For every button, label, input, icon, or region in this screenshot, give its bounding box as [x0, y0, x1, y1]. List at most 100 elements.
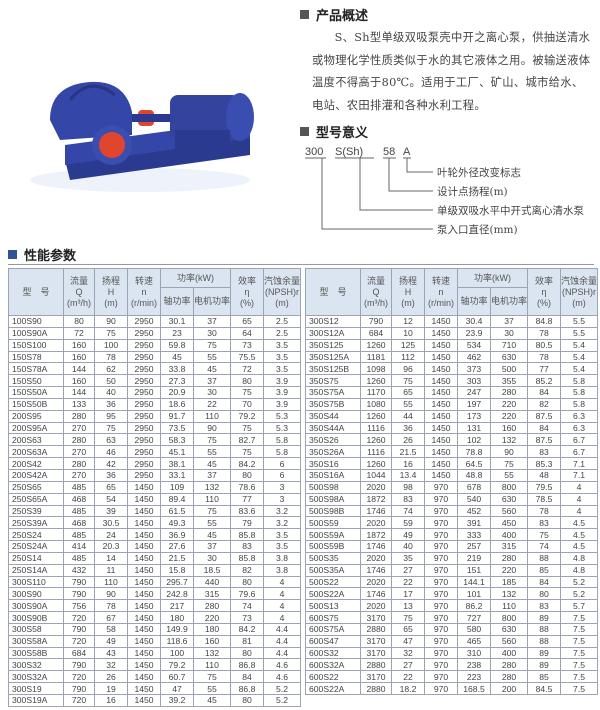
table-cell: 78 [527, 350, 562, 364]
table-cell: 77 [527, 362, 562, 376]
col-efficiency-text: 效率 [238, 275, 257, 286]
table-cell: 727 [457, 611, 491, 624]
col-power-text: 功率(kW) [474, 272, 511, 283]
table-cell: 61.5 [160, 504, 194, 518]
table-row: 200S42 280 42 2950 38.1 45 84.2 6 [8, 457, 302, 470]
table-cell: 30 [192, 551, 232, 565]
table-cell: 45 [192, 457, 232, 470]
col-flow-text: Q [372, 286, 380, 297]
table-row: 500S98B 1746 74 970 452 560 78 4 [305, 504, 599, 518]
table-row: 600S22 3170 22 970 223 280 85 7.5 [305, 670, 599, 684]
table-cell: 600S75A [305, 622, 361, 636]
table-cell: 22 [391, 670, 425, 684]
col-head-text: (m) [104, 297, 118, 308]
table-cell: 1450 [424, 433, 458, 447]
table-cell: 30 [192, 386, 232, 399]
table-cell: 970 [424, 611, 458, 624]
table-cell: 3170 [360, 611, 392, 624]
table-cell: 151 [457, 563, 491, 577]
table-row: 300S90 790 90 1450 242.8 315 79.6 4 [8, 587, 302, 601]
table-cell: 200S95A [8, 421, 64, 435]
table-cell: 534 [457, 338, 491, 352]
table-cell: 112 [391, 350, 425, 364]
table-cell: 1450 [424, 409, 458, 423]
table-cell: 350S75 [305, 374, 361, 388]
table-cell: 84.8 [527, 315, 562, 328]
table-cell: 270 [63, 468, 95, 482]
table-cell: 790 [63, 587, 95, 601]
overview-text: S、Sh型单级双吸泵壳中开之离心泵，供抽送清水或物理化学性质类似于水的其它液体之… [312, 31, 591, 112]
table-cell: 270 [63, 445, 95, 459]
table-cell: 5.4 [560, 338, 599, 352]
table-cell: 200S42A [8, 468, 64, 482]
table-cell: 600S47 [305, 634, 361, 648]
col-head-text: 扬程 [398, 275, 417, 286]
table-cell: 26 [94, 670, 128, 684]
table-cell: 2950 [127, 445, 161, 459]
table-cell: 280 [192, 599, 232, 613]
table-cell: 132 [192, 646, 232, 660]
table-cell: 78.6 [230, 480, 265, 494]
table-cell: 300S32 [8, 658, 64, 672]
table-cell: 1450 [127, 551, 161, 565]
table-cell: 3 [263, 492, 302, 506]
table-cell: 1116 [360, 421, 392, 435]
table-cell: 220 [489, 563, 529, 577]
table-cell: 40 [391, 540, 425, 553]
pump-product-image [30, 81, 254, 192]
table-cell: 280 [489, 551, 529, 565]
table-row: 350S44A 1116 36 1450 131 160 84 6.3 [305, 421, 599, 435]
table-cell: 3.5 [263, 362, 302, 376]
table-cell: 86.8 [230, 658, 265, 672]
table-cell: 100S90A [8, 326, 64, 340]
table-cell: 500 [489, 362, 529, 376]
table-cell: 391 [457, 516, 491, 530]
table-cell: 110 [94, 575, 128, 589]
table-cell: 23.9 [457, 326, 491, 340]
table-cell: 7.5 [560, 634, 599, 648]
table-cell: 280 [63, 433, 95, 447]
table-cell: 16 [94, 694, 128, 707]
table-cell: 150S100 [8, 338, 64, 352]
table-cell: 75 [192, 504, 232, 518]
col-flow-text: 流量 [366, 275, 385, 286]
table-row: 250S65 485 65 1450 109 132 78.6 3 [8, 480, 302, 494]
table-cell: 1746 [360, 504, 392, 518]
table-cell: 16 [391, 457, 425, 470]
table-cell: 310 [457, 646, 491, 660]
table-cell: 7.5 [560, 670, 599, 684]
table-row: 600S75A 2880 65 970 580 630 88 7.5 [305, 622, 599, 636]
table-cell: 60.7 [160, 670, 194, 684]
col-speed-text: n [141, 286, 147, 297]
table-row: 300S12A 684 10 1450 23.9 30 78 5.5 [305, 326, 599, 340]
table-cell: 36 [94, 468, 128, 482]
table-cell: 1450 [127, 694, 161, 707]
table-cell: 500S59A [305, 528, 361, 542]
table-row: 300S90B 720 67 1450 180 220 73 4 [8, 611, 302, 624]
table-cell: 5.4 [560, 350, 599, 364]
table-cell: 7.5 [560, 611, 599, 624]
table-cell: 14 [94, 551, 128, 565]
table-row: 250S39 485 39 1450 61.5 75 83.6 3.2 [8, 504, 302, 518]
table-cell: 3.8 [263, 563, 302, 577]
table-cell: 50 [94, 374, 128, 388]
table-cell: 33.8 [160, 362, 194, 376]
table-cell: 82.7 [230, 433, 265, 447]
table-cell: 790 [360, 315, 392, 328]
table-cell: 250S39 [8, 504, 64, 518]
table-cell: 970 [424, 563, 458, 577]
table-cell: 95 [94, 409, 128, 423]
model-meaning-heading: 型号意义 [300, 122, 368, 141]
table-cell: 83 [527, 516, 562, 530]
table-cell: 238 [457, 658, 491, 672]
col-npsh-text: (NPSH)r [562, 286, 597, 297]
table-cell: 160 [489, 421, 529, 435]
table-cell: 2020 [360, 516, 392, 530]
table-cell: 12 [391, 315, 425, 328]
table-row: 600S22A 2880 18.2 970 168.5 200 84.5 7.5 [305, 682, 599, 695]
table-row: 500S59A 1872 49 970 333 400 75 4.5 [305, 528, 599, 542]
table-cell: 65 [230, 315, 265, 328]
table-cell: 3.8 [263, 551, 302, 565]
table-cell: 200S95 [8, 409, 64, 423]
table-row: 350S26 1260 26 1450 102 132 87.5 6.7 [305, 433, 599, 447]
